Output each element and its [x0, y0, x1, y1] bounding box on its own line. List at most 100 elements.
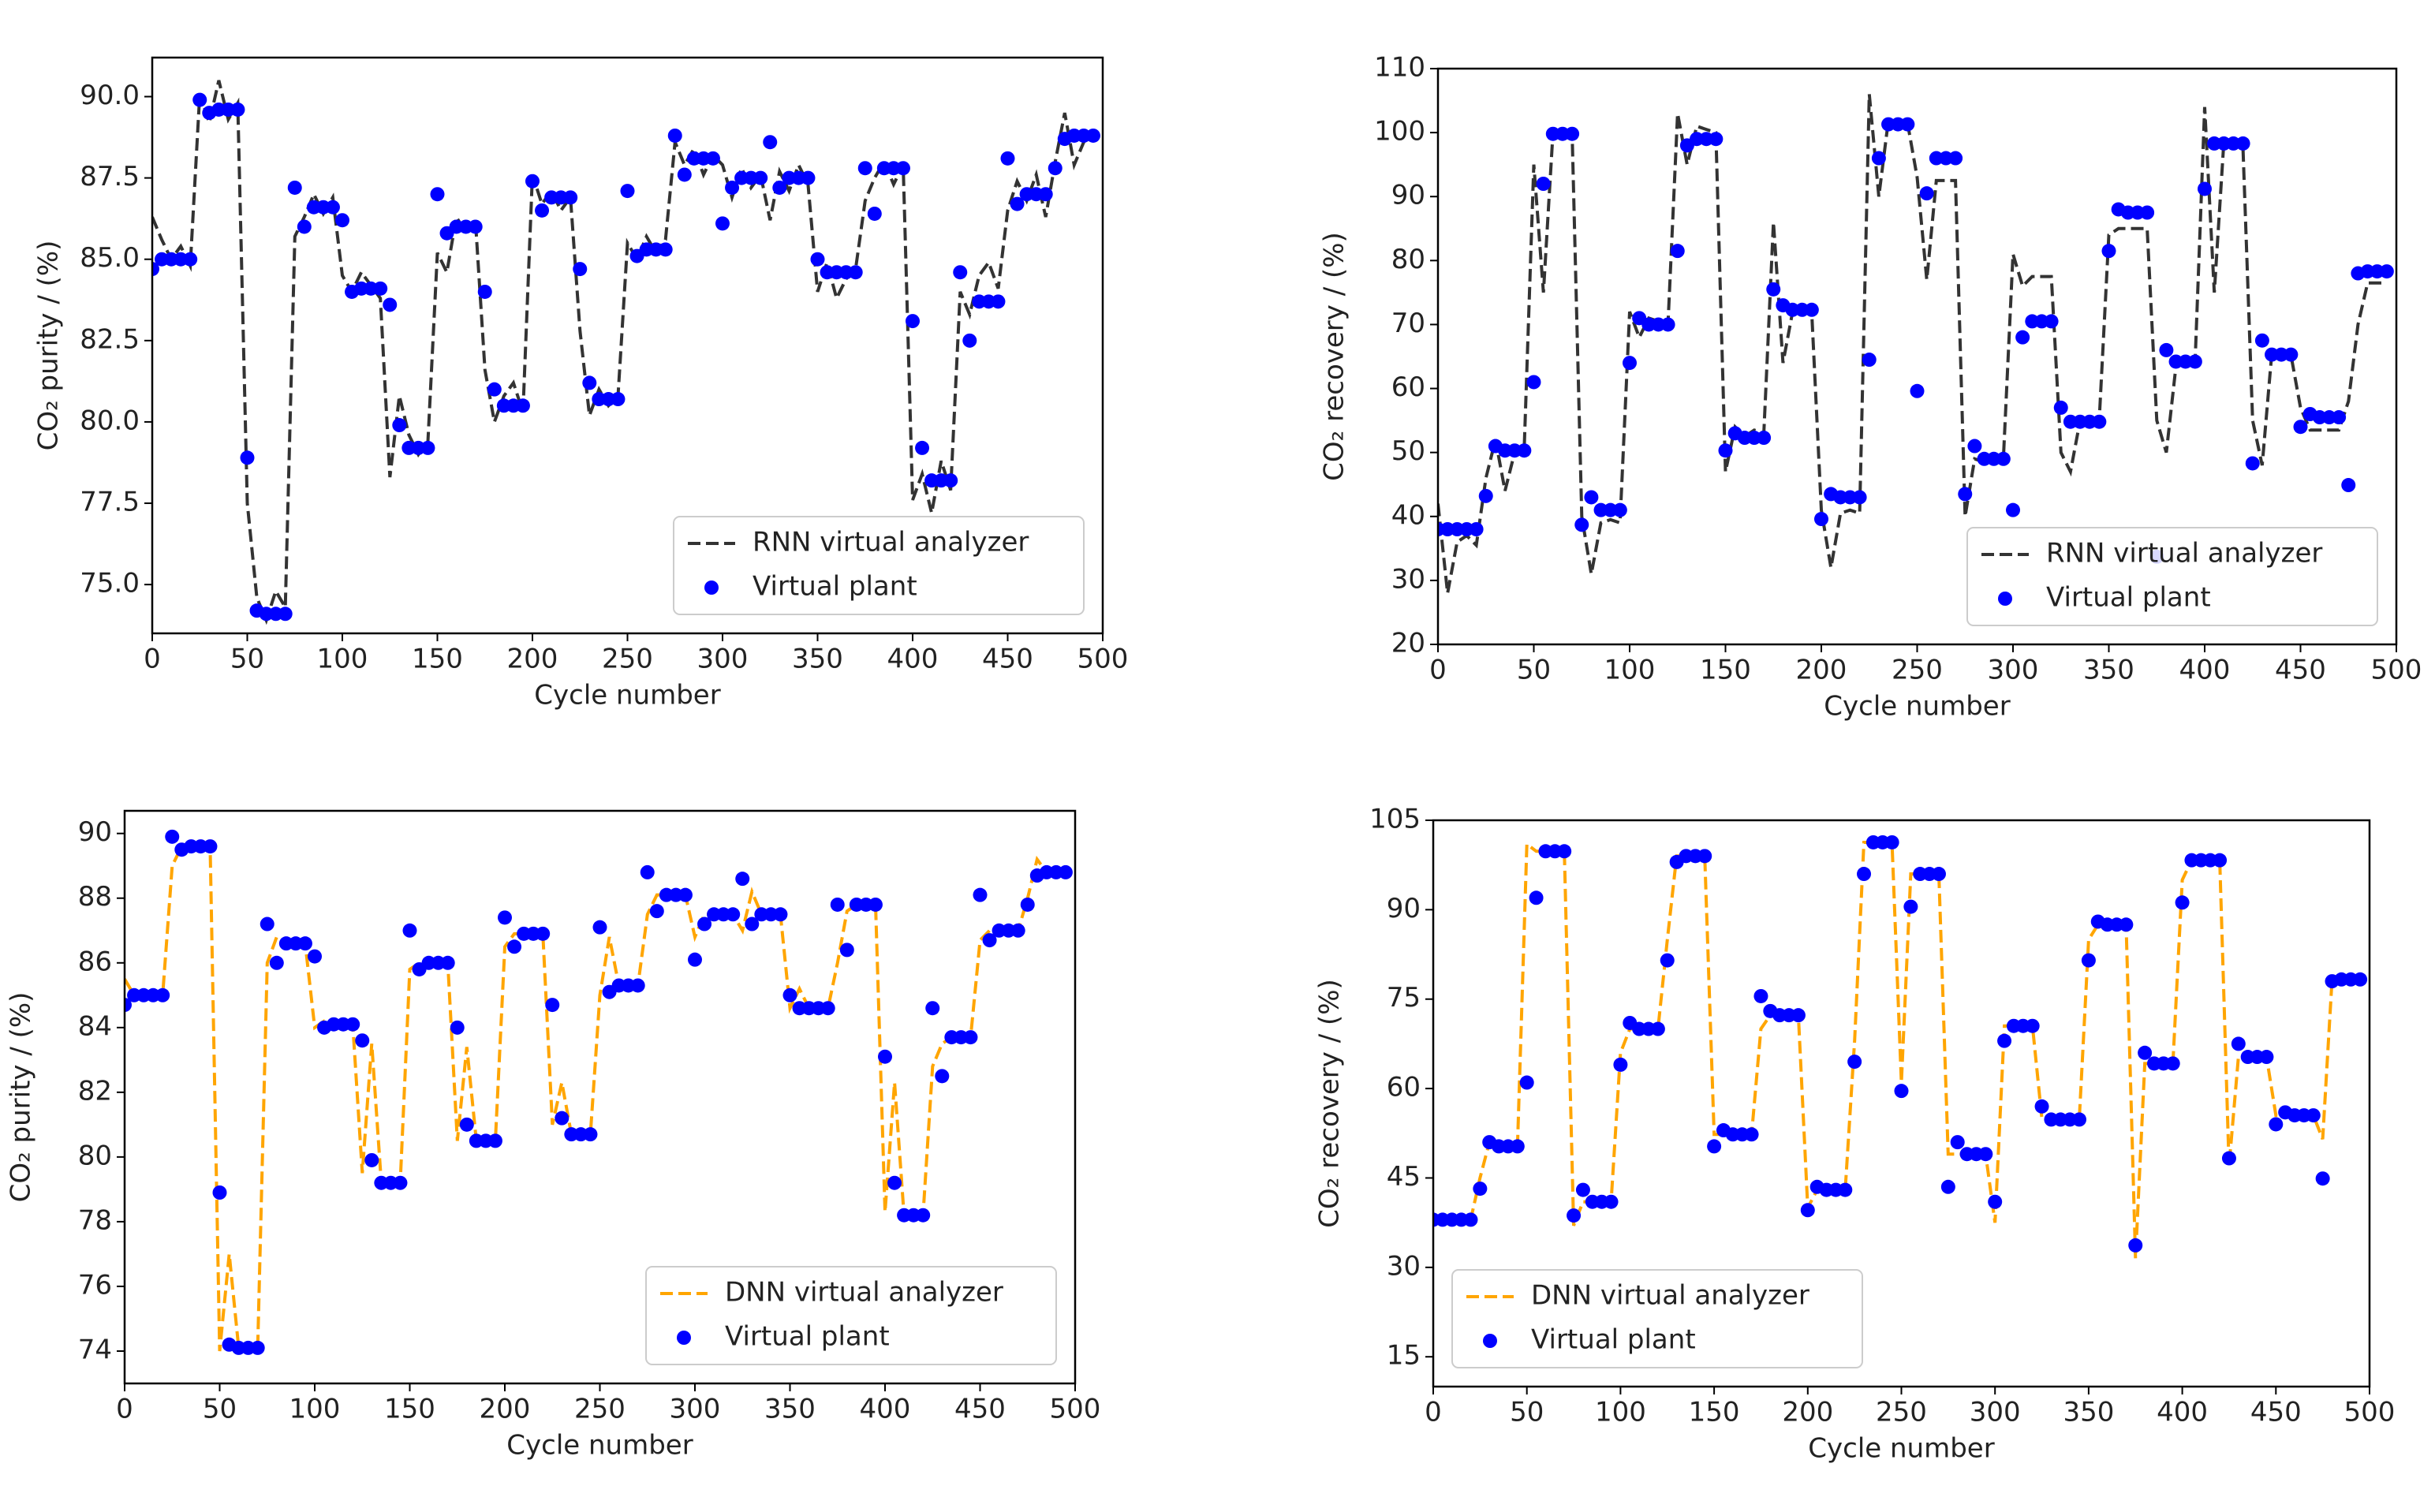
data-point — [1536, 177, 1551, 191]
data-point — [373, 281, 388, 296]
x-tick-label: 200 — [1796, 655, 1847, 686]
data-point — [2213, 853, 2228, 868]
data-point — [2221, 1151, 2236, 1166]
data-point — [1038, 187, 1053, 202]
data-point — [335, 213, 349, 228]
data-point — [1978, 1147, 1993, 1162]
x-tick-label: 500 — [1050, 1394, 1101, 1425]
data-point — [1919, 186, 1934, 201]
data-point — [2254, 333, 2269, 348]
data-point — [705, 151, 720, 166]
data-point — [1463, 1212, 1478, 1227]
data-point — [848, 265, 863, 280]
data-point — [2053, 400, 2068, 415]
data-point — [364, 1152, 379, 1167]
x-tick-label: 400 — [887, 644, 939, 675]
data-point — [563, 190, 578, 205]
x-tick-label: 50 — [230, 644, 264, 675]
data-point — [715, 216, 730, 231]
data-point — [658, 242, 673, 257]
x-tick-label: 150 — [1689, 1397, 1740, 1428]
y-tick-label: 50 — [1391, 435, 1425, 467]
data-point — [677, 167, 692, 182]
data-point — [953, 265, 968, 280]
data-point — [611, 392, 626, 407]
data-point — [325, 200, 340, 215]
x-tick-label: 500 — [1077, 644, 1129, 675]
legend-box — [673, 516, 1085, 615]
y-tick-label: 87.5 — [80, 161, 140, 192]
data-point — [515, 398, 530, 413]
data-point — [1940, 1179, 1955, 1194]
data-point — [2165, 1056, 2180, 1071]
data-point — [402, 923, 417, 938]
data-point — [1988, 1194, 2003, 1209]
data-point — [688, 952, 702, 967]
legend-box — [645, 1266, 1057, 1365]
data-point — [1903, 899, 1918, 914]
data-point — [1613, 1057, 1628, 1072]
data-point — [240, 450, 255, 465]
data-point — [507, 939, 522, 954]
data-point — [440, 955, 455, 970]
y-tick-label: 110 — [1374, 52, 1425, 84]
data-point — [2284, 347, 2299, 362]
x-tick-label: 200 — [1782, 1397, 1833, 1428]
subplot: 0 50 100 150 200 250 300 350 400 450 500 75.0 77.5 80… — [33, 56, 1129, 711]
y-tick-label: 30 — [1391, 563, 1425, 595]
data-point — [763, 135, 778, 150]
data-point — [745, 917, 760, 931]
data-point — [1697, 849, 1712, 864]
data-point — [2138, 1045, 2153, 1060]
data-point — [1800, 1203, 1815, 1218]
data-point — [545, 998, 560, 1013]
data-point — [2159, 342, 2174, 357]
data-point — [1967, 439, 1982, 454]
x-tick-label: 250 — [1876, 1397, 1927, 1428]
data-point — [1517, 443, 1532, 458]
x-tick-label: 100 — [1604, 655, 1656, 686]
legend: DNN virtual analyzer Virtual plant — [1451, 1269, 1863, 1368]
data-point — [582, 375, 597, 390]
x-tick-label: 250 — [1892, 655, 1943, 686]
data-point — [1575, 1182, 1590, 1197]
y-tick-label: 60 — [1387, 1072, 1421, 1103]
subplot: 0 50 100 150 200 250 300 350 400 450 500 74 76 78 80 82… — [6, 809, 1101, 1462]
data-point — [420, 440, 435, 455]
data-point — [230, 102, 245, 117]
data-point — [2025, 1018, 2040, 1033]
data-point — [183, 252, 198, 267]
y-tick-label: 74 — [78, 1334, 112, 1365]
data-point — [868, 897, 883, 912]
data-point — [383, 297, 398, 312]
data-point — [1718, 443, 1733, 458]
data-point — [1557, 844, 1572, 859]
data-point — [1766, 282, 1781, 297]
x-axis-label: Cycle number — [1824, 691, 2010, 722]
x-tick-label: 250 — [574, 1394, 626, 1425]
data-point — [573, 262, 588, 277]
data-point — [592, 920, 607, 935]
data-point — [287, 180, 302, 195]
data-point — [1612, 502, 1627, 517]
legend-swatch — [1998, 592, 2012, 606]
y-tick-label: 90 — [1387, 893, 1421, 924]
y-tick-label: 75 — [1387, 982, 1421, 1014]
data-point — [678, 887, 693, 902]
legend-label: Virtual plant — [1531, 1324, 1696, 1356]
x-tick-label: 200 — [480, 1394, 531, 1425]
data-point — [125, 998, 132, 1013]
data-point — [355, 1033, 370, 1048]
x-tick-label: 400 — [2157, 1397, 2208, 1428]
data-point — [2231, 1036, 2246, 1051]
data-point — [535, 203, 550, 218]
x-tick-label: 100 — [317, 644, 368, 675]
x-tick-label: 450 — [2275, 655, 2326, 686]
data-point — [857, 161, 872, 176]
x-tick-label: 250 — [602, 644, 653, 675]
y-tick-label: 88 — [78, 881, 112, 913]
legend-box — [1966, 527, 2378, 626]
data-point — [2092, 414, 2107, 429]
data-point — [1931, 867, 1946, 882]
data-point — [203, 839, 218, 854]
